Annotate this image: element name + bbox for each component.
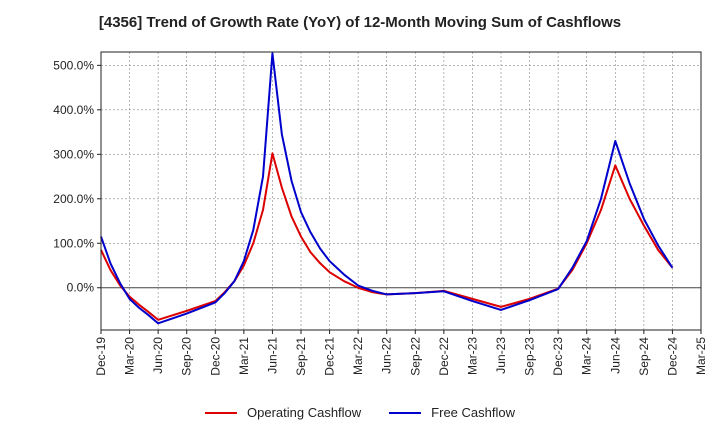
x-tick-label: Sep-23 — [523, 337, 537, 376]
y-axis: 0.0% 100.0% 200.0% 300.0% 400.0% 500.0% — [53, 58, 101, 295]
x-tick-label: Mar-21 — [237, 337, 251, 375]
x-tick-label: Mar-20 — [123, 337, 137, 375]
x-tick-label: Dec-20 — [208, 337, 222, 376]
x-axis: Dec-19 Mar-20 Jun-20 Sep-20 Dec-20 Mar-21 Jun-… — [94, 330, 708, 376]
x-tick-label: Jun-23 — [494, 337, 508, 374]
legend: Operating Cashflow Free Cashflow — [0, 405, 720, 420]
y-tick-label: 0.0% — [67, 281, 95, 295]
legend-label-operating-cashflow: Operating Cashflow — [247, 405, 362, 420]
series-line-free-cashflow — [100, 52, 674, 325]
x-tick-label: Mar-24 — [580, 337, 594, 375]
x-tick-label: Jun-24 — [608, 337, 622, 374]
chart-title: [4356] Trend of Growth Rate (YoY) of 12-… — [98, 14, 622, 31]
y-tick-label: 400.0% — [53, 103, 94, 117]
grid — [100, 52, 702, 330]
legend-item-operating-cashflow: Operating Cashflow — [205, 405, 361, 420]
x-tick-label: Dec-19 — [94, 337, 108, 376]
x-tick-label: Mar-23 — [465, 337, 479, 375]
y-tick-label: 500.0% — [53, 58, 94, 72]
y-tick-label: 300.0% — [53, 147, 94, 161]
x-tick-label: Jun-22 — [380, 337, 394, 374]
x-tick-label: Dec-22 — [437, 337, 451, 376]
x-tick-label: Sep-24 — [637, 337, 651, 376]
legend-item-free-cashflow: Free Cashflow — [389, 405, 515, 420]
x-tick-label: Mar-25 — [694, 337, 708, 375]
plot-area — [101, 52, 701, 330]
x-tick-label: Dec-21 — [323, 337, 337, 376]
series-line-operating-cashflow — [100, 152, 674, 321]
x-tick-label: Jun-20 — [151, 337, 165, 374]
x-tick-label: Sep-20 — [180, 337, 194, 376]
y-tick-label: 100.0% — [53, 236, 94, 250]
legend-swatch-operating-cashflow — [205, 411, 237, 414]
y-tick-label: 200.0% — [53, 192, 94, 206]
legend-swatch-free-cashflow — [389, 411, 422, 414]
x-tick-label: Sep-22 — [408, 337, 422, 376]
x-tick-label: Dec-23 — [551, 337, 565, 376]
plot-border — [100, 51, 702, 331]
legend-label-free-cashflow: Free Cashflow — [431, 405, 515, 420]
series-layer — [100, 52, 674, 325]
x-tick-label: Dec-24 — [665, 337, 679, 376]
x-tick-label: Jun-21 — [265, 337, 279, 374]
x-tick-label: Sep-21 — [294, 337, 308, 376]
x-tick-label: Mar-22 — [351, 337, 365, 375]
